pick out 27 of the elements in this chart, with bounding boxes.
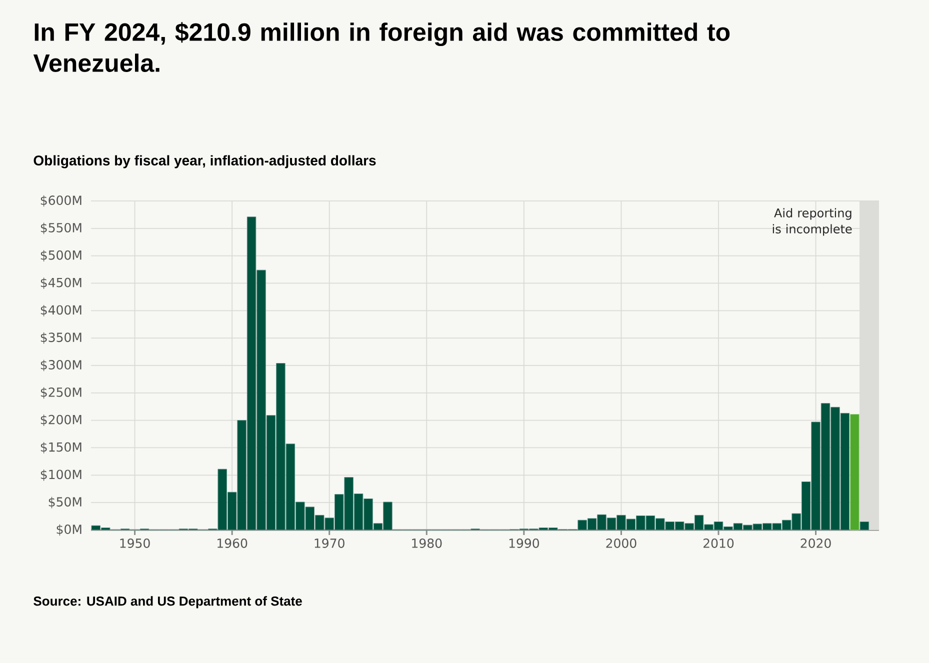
y-tick-label: $600M (40, 195, 82, 207)
x-tick-label: 1980 (412, 538, 442, 548)
y-tick-label: $150M (40, 442, 82, 454)
x-tick-label: 2000 (606, 538, 636, 548)
bar (860, 522, 870, 530)
band-label: Aid reporting is incomplete (772, 208, 852, 236)
x-tick-label: 2020 (800, 538, 831, 548)
y-tick-label: $300M (40, 360, 82, 372)
y-tick-label: $200M (40, 414, 82, 426)
y-tick-label: $50M (48, 496, 82, 508)
y-tick-label: $0M (56, 524, 82, 536)
y-tick-label: $500M (40, 250, 82, 262)
x-tick-label: 1960 (218, 538, 248, 548)
x-tick-label: 1970 (314, 538, 344, 548)
chart-subtitle: Obligations by fiscal year, inflation-adjusted dollars (34, 155, 376, 168)
source-note: Source: USAID and US Department of State (34, 596, 302, 608)
y-tick-label: $350M (40, 332, 82, 344)
bar (850, 414, 860, 530)
x-tick-label: 1990 (509, 538, 539, 548)
chart-title: In FY 2024, $210.9 million in foreign aid was committed to Venezuela. (33, 22, 730, 72)
x-tick-label: 2010 (704, 538, 734, 548)
y-tick-label: $250M (40, 387, 82, 399)
y-tick-label: $550M (40, 222, 82, 234)
x-tick-label: 1950 (120, 538, 150, 548)
y-tick-label: $400M (40, 304, 82, 316)
y-tick-label: $100M (40, 469, 82, 481)
y-tick-label: $450M (40, 278, 82, 289)
